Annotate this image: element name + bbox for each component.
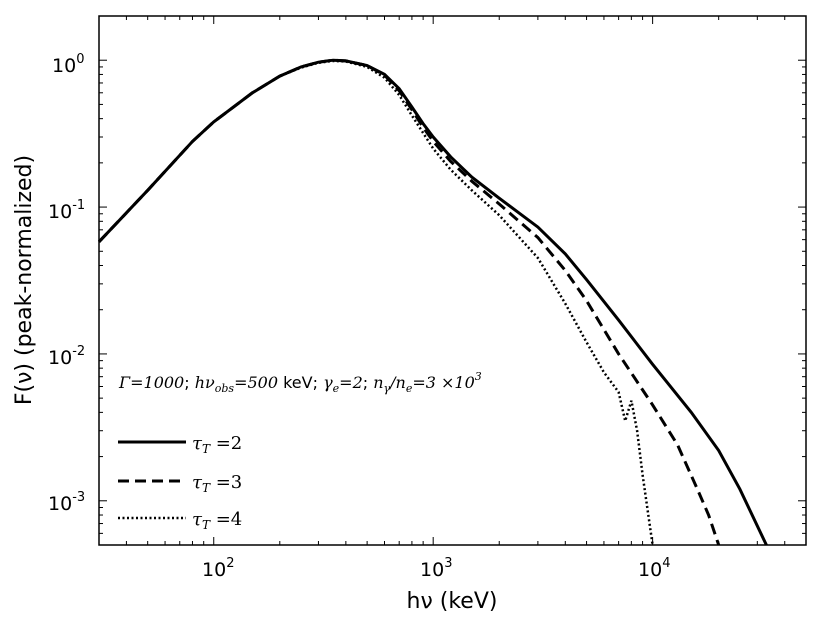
x-axis-title: hν (keV): [407, 589, 498, 614]
parameter-annotation: Γ=1000; hνobs=500 keV; γe=2; nγ/ne=3 ×10…: [118, 370, 482, 395]
series-lines: [97, 58, 768, 546]
plot-frame: [98, 15, 807, 546]
series-line-tau-4: [98, 59, 654, 546]
x-tick-label-10000: 104: [638, 556, 670, 581]
y-tick-label-1e-2: 10-2: [48, 344, 85, 369]
legend-label-tau-4: τT =4: [192, 509, 242, 532]
x-tick-label-1000: 103: [420, 556, 452, 581]
y-tick-label-1e-3: 10-3: [48, 490, 85, 515]
legend-label-tau-2: τT =2: [192, 433, 242, 456]
y-axis-title: F(ν) (peak-normalized): [12, 155, 37, 405]
y-tick-label-1e0: 100: [52, 52, 84, 77]
tick-marks: [98, 15, 807, 546]
x-tick-label-100: 102: [202, 556, 234, 581]
y-tick-label-1e-1: 10-1: [48, 198, 85, 223]
legend: τT =2 τT =3 τT =4: [118, 433, 242, 532]
legend-label-tau-3: τT =3: [192, 472, 242, 495]
